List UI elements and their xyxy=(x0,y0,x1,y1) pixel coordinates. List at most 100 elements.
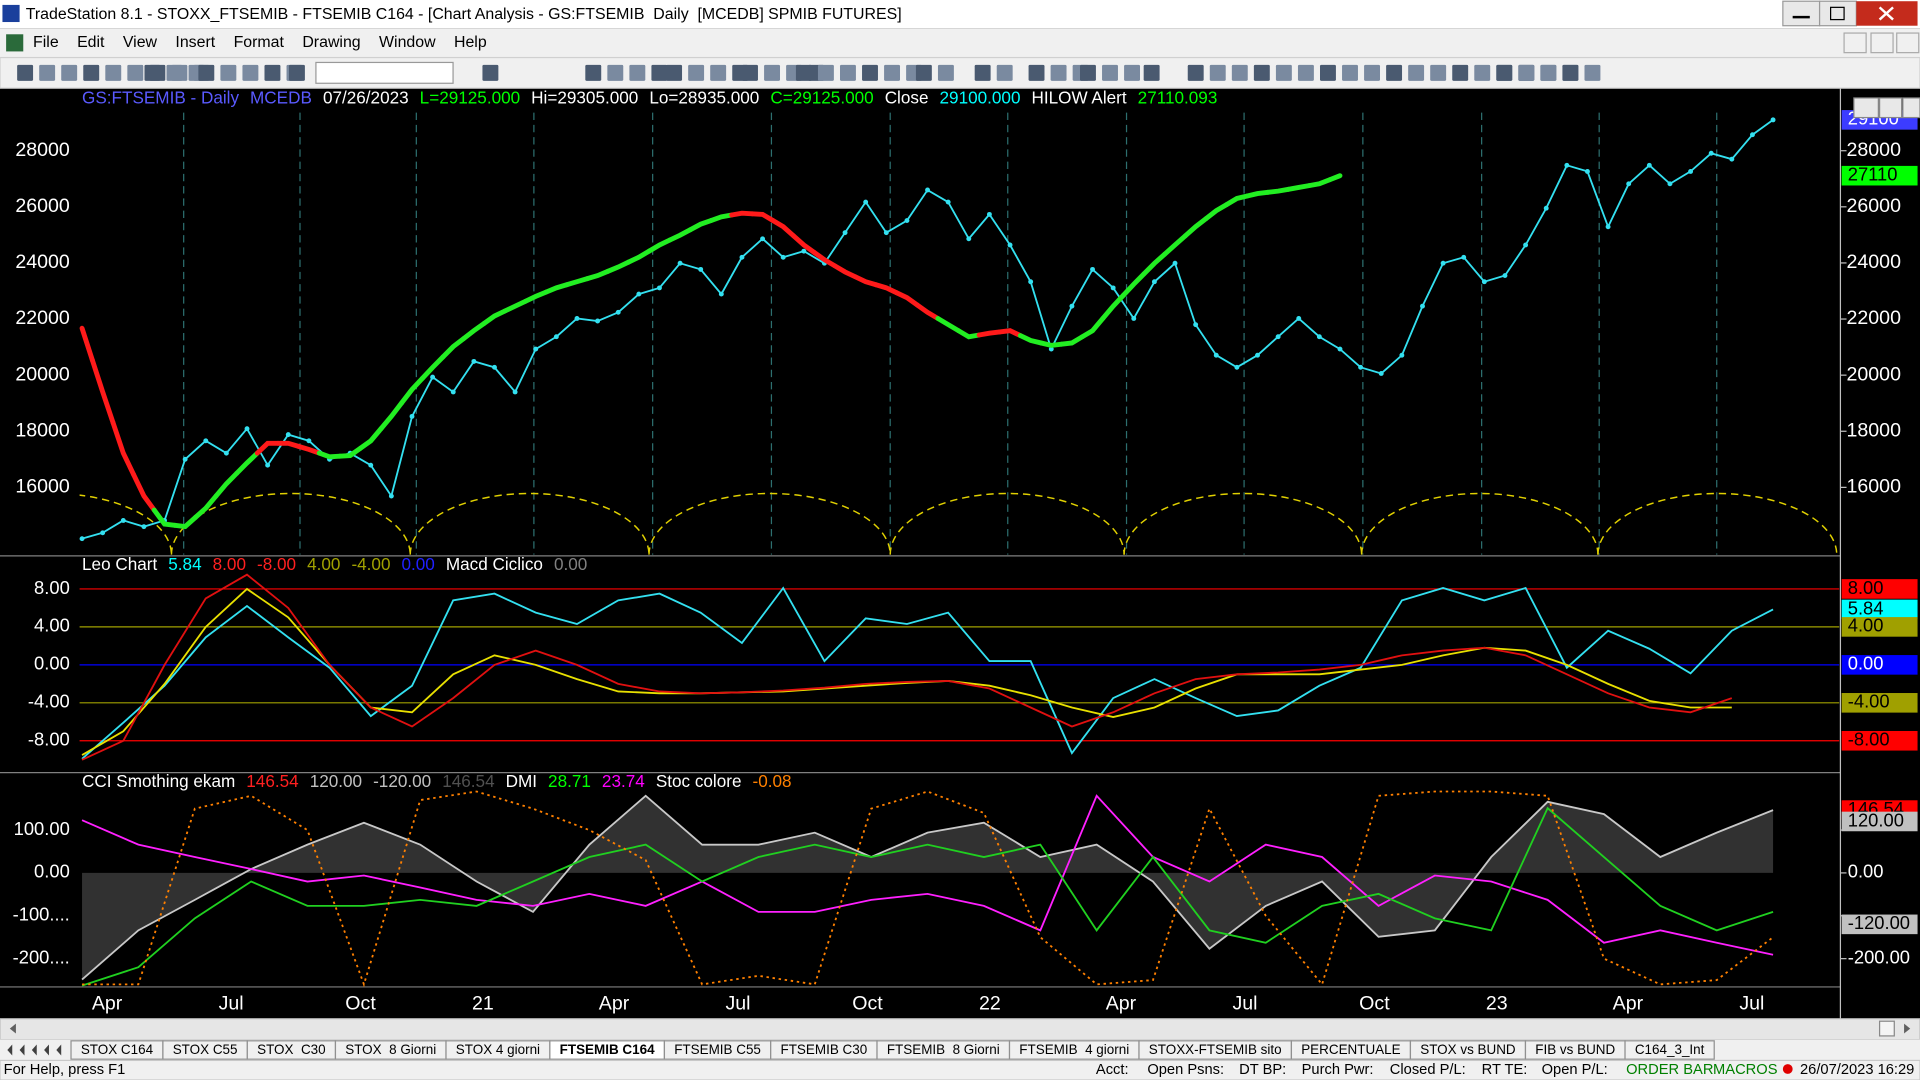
menu-item[interactable]: View xyxy=(123,34,158,51)
toolbar-button[interactable] xyxy=(607,64,624,81)
toolbar-button[interactable] xyxy=(17,64,34,81)
tab[interactable] xyxy=(1624,1040,1715,1060)
tab-nav[interactable] xyxy=(7,1044,13,1056)
toolbar-button[interactable] xyxy=(884,64,900,81)
toolbar-button[interactable] xyxy=(915,64,932,81)
mdi-close[interactable] xyxy=(1896,32,1920,54)
menu-item[interactable]: Format xyxy=(234,34,285,51)
mdi-restore[interactable] xyxy=(1870,32,1894,54)
toolbar-button[interactable] xyxy=(83,64,100,81)
menu-item[interactable]: File xyxy=(33,34,59,51)
tab-label[interactable]: STOXX-FTSEMIB sito xyxy=(1149,1042,1282,1057)
menu-item[interactable]: Insert xyxy=(175,34,215,51)
toolbar-button[interactable] xyxy=(1364,64,1380,81)
tab-label[interactable]: STOX C30 xyxy=(257,1042,326,1057)
menu-item[interactable]: Window xyxy=(379,34,436,51)
chart-close[interactable] xyxy=(1902,97,1920,119)
toolbar-button[interactable] xyxy=(1209,64,1226,81)
tab-label[interactable]: C164_3_Int xyxy=(1635,1042,1705,1057)
tab-nav[interactable] xyxy=(44,1044,49,1056)
toolbar-button[interactable] xyxy=(974,64,991,81)
tab-label[interactable]: FTSEMIB 4 giorni xyxy=(1019,1042,1129,1057)
toolbar-button[interactable] xyxy=(1430,64,1447,81)
scroll-thumb[interactable] xyxy=(1878,1020,1895,1037)
toolbar-button[interactable] xyxy=(1386,64,1403,81)
tab-nav[interactable] xyxy=(56,1044,62,1056)
menu-item[interactable]: Drawing xyxy=(302,34,360,51)
chart-restore[interactable] xyxy=(1878,97,1903,119)
toolbar-button[interactable] xyxy=(1253,64,1270,81)
toolbar-button[interactable] xyxy=(1080,64,1096,81)
toolbar-button[interactable] xyxy=(1124,64,1140,81)
toolbar-button[interactable] xyxy=(666,64,683,81)
toolbar-button[interactable] xyxy=(288,64,305,81)
status-flag[interactable]: MACROS xyxy=(1713,1062,1778,1078)
toolbar-button[interactable] xyxy=(1143,64,1160,81)
toolbar-button[interactable] xyxy=(1231,64,1248,81)
toolbar-button[interactable] xyxy=(937,64,954,81)
toolbar-button[interactable] xyxy=(1540,64,1557,81)
tab-label[interactable]: FTSEMIB 8 Giorni xyxy=(887,1042,1000,1057)
toolbar-button[interactable] xyxy=(710,64,727,81)
toolbar-button[interactable] xyxy=(39,64,56,81)
scroll-left[interactable] xyxy=(9,1023,16,1034)
toolbar-button[interactable] xyxy=(482,64,499,81)
toolbar-button[interactable] xyxy=(264,64,281,81)
menu-item[interactable]: Help xyxy=(454,34,487,51)
minimize-button[interactable] xyxy=(1782,0,1821,27)
tab-label[interactable]: STOX vs BUND xyxy=(1420,1042,1516,1057)
toolbar-button[interactable] xyxy=(1297,64,1314,81)
toolbar-button[interactable] xyxy=(1408,64,1425,81)
chart-minimize[interactable] xyxy=(1853,97,1879,119)
tab-label[interactable]: STOX C55 xyxy=(173,1042,238,1057)
toolbar-button[interactable] xyxy=(651,64,668,81)
scroll-right[interactable] xyxy=(1904,1023,1911,1034)
tab-label[interactable]: FTSEMIB C164 xyxy=(560,1042,655,1057)
symbol-dropdown[interactable] xyxy=(315,61,454,84)
toolbar-button[interactable] xyxy=(795,64,812,81)
toolbar-button[interactable] xyxy=(629,64,646,81)
tab-nav[interactable] xyxy=(31,1044,37,1056)
maximize-button[interactable] xyxy=(1818,0,1857,27)
toolbar-button[interactable] xyxy=(242,64,259,81)
toolbar-button[interactable] xyxy=(1187,64,1204,81)
toolbar-button[interactable] xyxy=(817,64,834,81)
tab-label[interactable]: STOX C164 xyxy=(81,1042,154,1057)
toolbar-button[interactable] xyxy=(1474,64,1491,81)
toolbar-button[interactable] xyxy=(1050,64,1067,81)
toolbar-button[interactable] xyxy=(166,64,183,81)
toolbar-button[interactable] xyxy=(1342,64,1358,81)
toolbar-button[interactable] xyxy=(764,64,780,81)
toolbar-button[interactable] xyxy=(840,64,856,81)
toolbar-button[interactable] xyxy=(127,64,144,81)
toolbar-button[interactable] xyxy=(1562,64,1579,81)
toolbar-button[interactable] xyxy=(1452,64,1469,81)
tab-label[interactable]: PERCENTUALE xyxy=(1301,1042,1400,1057)
tab-nav[interactable] xyxy=(19,1044,25,1056)
toolbar-button[interactable] xyxy=(1518,64,1535,81)
toolbar-button[interactable] xyxy=(61,64,78,81)
tab-label[interactable]: FTSEMIB C55 xyxy=(674,1042,761,1057)
toolbar-button[interactable] xyxy=(144,64,161,81)
toolbar-button[interactable] xyxy=(1102,64,1118,81)
tab-label[interactable]: STOX 8 Giorni xyxy=(345,1042,436,1057)
status-flag[interactable]: ORDER BAR xyxy=(1626,1062,1713,1078)
tab-label[interactable]: FTSEMIB C30 xyxy=(781,1042,868,1057)
mdi-minimize[interactable] xyxy=(1843,32,1867,54)
horizontal-scrollbar[interactable] xyxy=(0,1018,1920,1041)
menu-item[interactable]: Edit xyxy=(77,34,105,51)
tab-label[interactable]: FIB vs BUND xyxy=(1535,1042,1615,1057)
tab-label[interactable]: STOX 4 giorni xyxy=(456,1042,540,1057)
toolbar-button[interactable] xyxy=(688,64,705,81)
toolbar-button[interactable] xyxy=(585,64,602,81)
toolbar-button[interactable] xyxy=(105,64,122,81)
toolbar-button[interactable] xyxy=(1496,64,1513,81)
toolbar-button[interactable] xyxy=(1275,64,1292,81)
toolbar-button[interactable] xyxy=(996,64,1013,81)
toolbar-button[interactable] xyxy=(1320,64,1336,81)
toolbar-button[interactable] xyxy=(742,64,758,81)
toolbar-button[interactable] xyxy=(198,64,215,81)
toolbar-button[interactable] xyxy=(1028,64,1045,81)
toolbar-button[interactable] xyxy=(862,64,878,81)
toolbar-button[interactable] xyxy=(1584,64,1601,81)
